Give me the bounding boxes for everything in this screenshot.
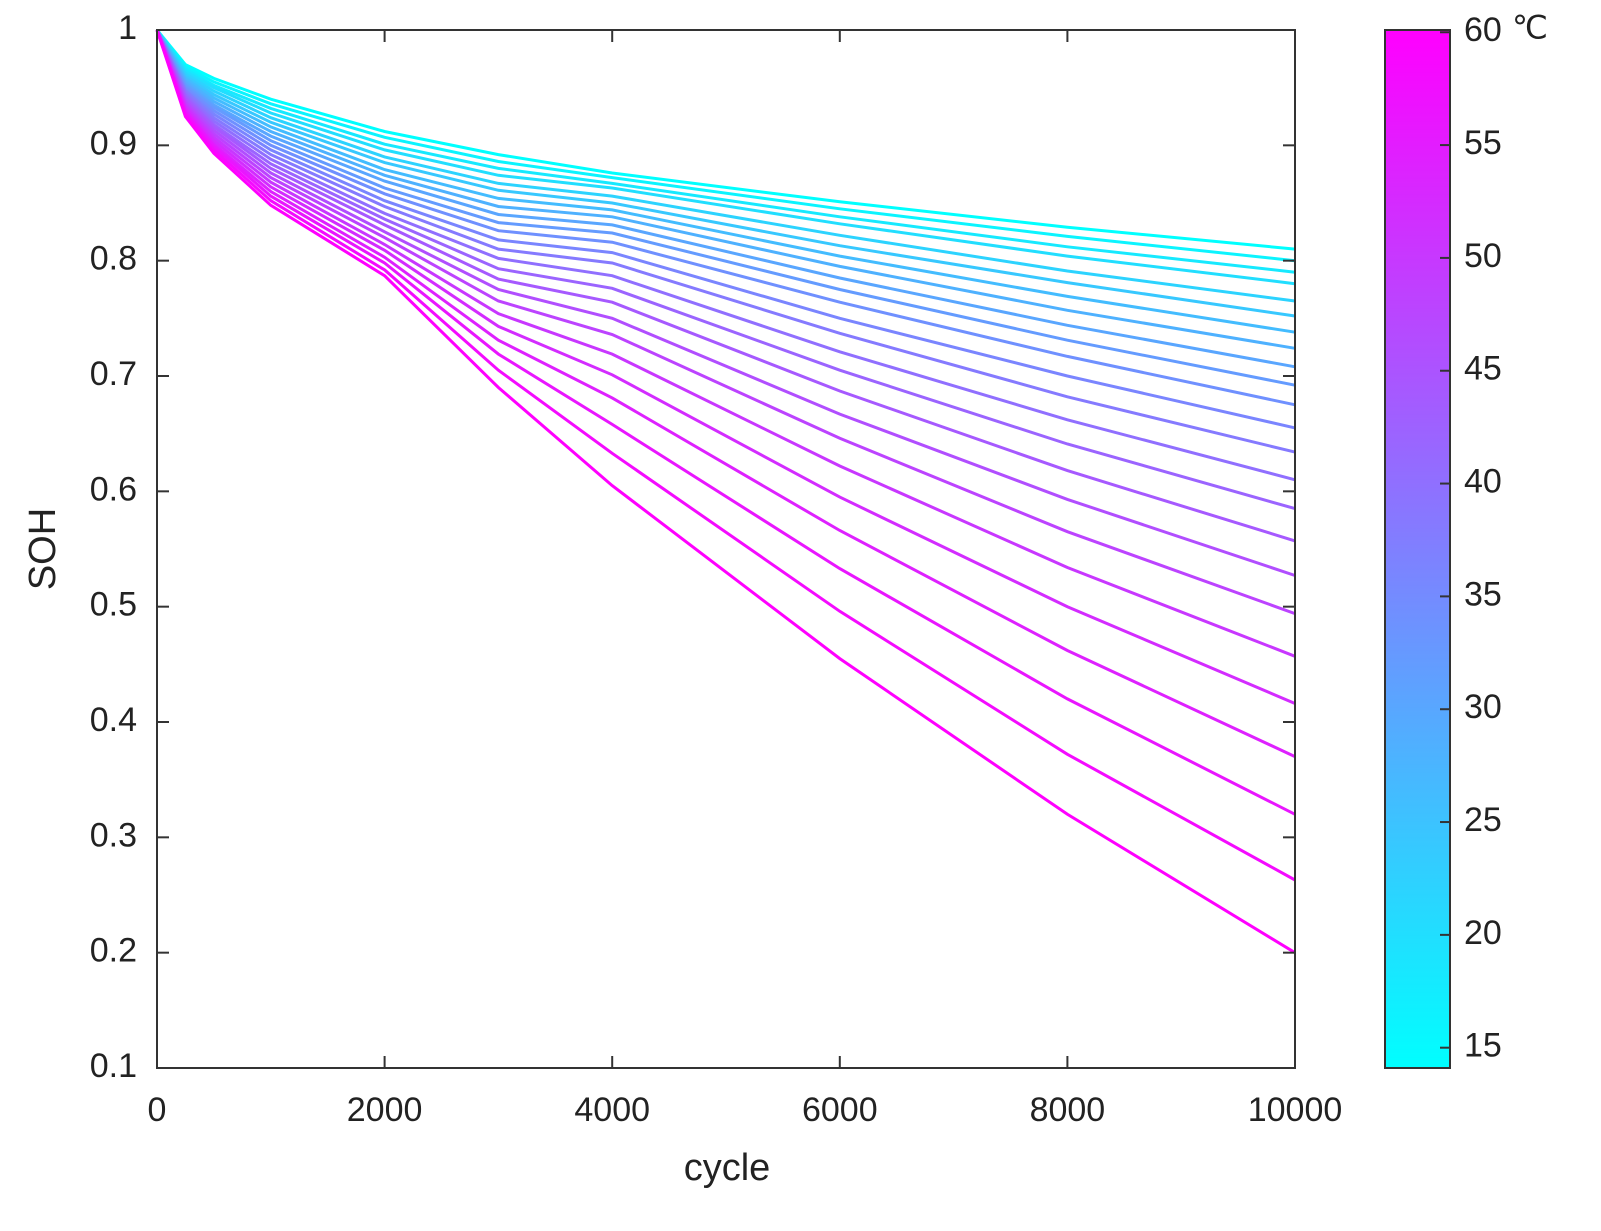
series-line xyxy=(155,29,1296,454)
y-axis-label: SOH xyxy=(22,508,64,590)
series-line xyxy=(155,29,1296,616)
colorbar-tick-label: 55 xyxy=(1464,124,1502,162)
series-line xyxy=(155,29,1296,543)
series-line xyxy=(155,29,1296,658)
x-axis-label: cycle xyxy=(684,1147,771,1189)
series-line xyxy=(155,29,1296,274)
colorbar-tick-label: 50 xyxy=(1464,237,1502,275)
y-tick-label: 0.2 xyxy=(90,932,137,970)
colorbar-tick-label: 35 xyxy=(1464,575,1502,613)
y-tick-label: 0.5 xyxy=(90,586,137,624)
colorbar-tick-label: 45 xyxy=(1464,350,1502,388)
series-line xyxy=(155,29,1296,350)
colorbar-tick-label: 25 xyxy=(1464,801,1502,839)
plot-frame xyxy=(156,29,1296,1069)
series-line xyxy=(155,29,1296,286)
y-tick-label: 0.1 xyxy=(90,1047,137,1085)
y-tick-label: 1 xyxy=(118,9,137,47)
y-tick-label: 0.6 xyxy=(90,470,137,508)
x-tick-label: 0 xyxy=(148,1091,167,1129)
x-tick-label: 2000 xyxy=(347,1091,423,1129)
colorbar-unit: ℃ xyxy=(1512,9,1548,45)
series-line xyxy=(155,29,1296,577)
series-line xyxy=(155,29,1296,318)
series-line xyxy=(155,29,1296,369)
colorbar-tick-label: 15 xyxy=(1464,1027,1502,1065)
series-line xyxy=(155,29,1296,816)
series-line xyxy=(155,29,1296,407)
x-tick-label: 6000 xyxy=(802,1091,878,1129)
y-tick-label: 0.4 xyxy=(90,701,137,739)
series-line xyxy=(155,29,1296,303)
series-line xyxy=(155,29,1296,251)
series-line xyxy=(155,29,1296,954)
series-line xyxy=(155,29,1296,430)
colorbar-tick-label: 60 xyxy=(1464,11,1502,49)
x-tick-label: 4000 xyxy=(574,1091,650,1129)
series-line xyxy=(155,29,1296,705)
colorbar-tick-label: 40 xyxy=(1464,463,1502,501)
series-line xyxy=(155,29,1296,387)
series-line xyxy=(155,29,1296,263)
series-line xyxy=(155,29,1296,758)
series-line xyxy=(155,29,1296,882)
y-tick-label: 0.3 xyxy=(90,816,137,854)
x-tick-label: 10000 xyxy=(1248,1091,1343,1129)
colorbar xyxy=(1384,29,1451,1069)
series-line xyxy=(155,29,1296,482)
x-tick-label: 8000 xyxy=(1030,1091,1106,1129)
colorbar-tick-label: 30 xyxy=(1464,688,1502,726)
series-line xyxy=(155,29,1296,334)
colorbar-tick-label: 20 xyxy=(1464,914,1502,952)
y-tick-label: 0.7 xyxy=(90,355,137,393)
y-tick-label: 0.9 xyxy=(90,124,137,162)
y-tick-label: 0.8 xyxy=(90,240,137,278)
series-line xyxy=(155,29,1296,511)
